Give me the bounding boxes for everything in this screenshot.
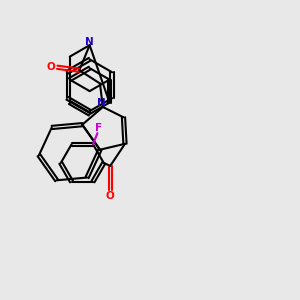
Text: N: N [97, 98, 106, 109]
Text: F: F [95, 123, 103, 133]
Text: O: O [106, 191, 115, 201]
Text: O: O [46, 62, 55, 72]
Text: N: N [85, 37, 94, 46]
